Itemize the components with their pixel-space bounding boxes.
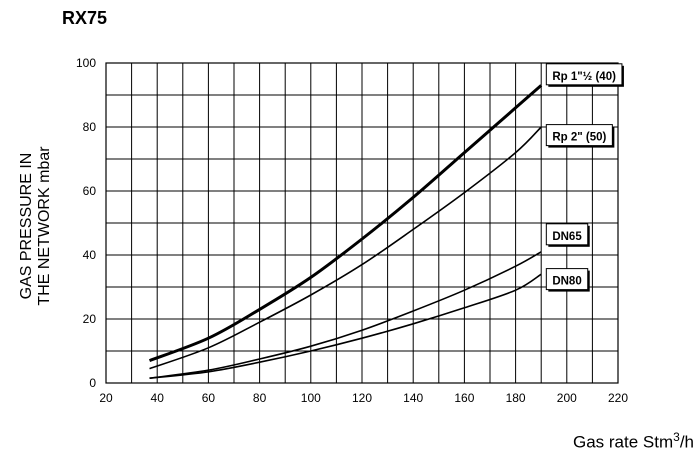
curve-label-box (545, 268, 589, 291)
chart-curve-labels: Rp 1"½ (40) Rp 2" (50) DN65 DN80 (545, 63, 624, 292)
curve-label-box (545, 223, 589, 246)
x-axis-label-text: Gas rate Stm (572, 432, 674, 452)
curve-label-3: DN65 (545, 223, 590, 247)
y-tick-label: 0 (89, 376, 96, 390)
x-axis-label-suffix: /h (679, 432, 694, 452)
y-tick-label: 100 (76, 56, 96, 70)
y-tick-label: 20 (83, 312, 97, 326)
curve-label-4: DN80 (545, 268, 590, 292)
chart-tick-labels: 20 40 60 80 100 120 140 160 180 200 22002040608010… (76, 56, 628, 405)
x-tick-label: 100 (301, 391, 321, 405)
curve-label-1: Rp 1"½ (40) (545, 63, 624, 87)
x-tick-label: 40 (151, 391, 165, 405)
x-tick-label: 160 (454, 391, 474, 405)
y-tick-label: 40 (83, 248, 97, 262)
chart-curves (148, 84, 543, 379)
y-tick-label: 60 (83, 184, 97, 198)
curve-label-text: Rp 2" (50) (552, 132, 606, 144)
x-axis-label-superscript: 3 (673, 430, 680, 444)
x-axis-label: Gas rate Stm3/h (573, 430, 694, 453)
x-tick-label: 120 (352, 391, 372, 405)
chart-title: RX75 (62, 8, 108, 28)
series-line-4 (149, 273, 542, 379)
x-tick-label: 60 (202, 391, 216, 405)
curve-label-text: DN80 (552, 276, 581, 288)
x-tick-label: 180 (506, 391, 526, 405)
curve-label-2: Rp 2" (50) (545, 124, 615, 148)
curve-label-box (545, 63, 623, 86)
plot-frame (105, 62, 619, 384)
series-line-2 (149, 126, 542, 370)
chart-grid (105, 62, 619, 384)
curve-label-box (545, 124, 613, 147)
x-tick-label: 220 (608, 391, 628, 405)
series-line-3 (149, 251, 542, 379)
x-tick-label: 200 (557, 391, 577, 405)
x-tick-label: 20 (99, 391, 113, 405)
x-tick-label: 140 (403, 391, 423, 405)
curve-label-text: DN65 (552, 231, 582, 243)
y-tick-label: 80 (83, 120, 97, 134)
x-tick-label: 80 (253, 391, 267, 405)
series-line-1 (148, 84, 543, 363)
curve-label-text: Rp 1"½ (40) (552, 71, 616, 83)
